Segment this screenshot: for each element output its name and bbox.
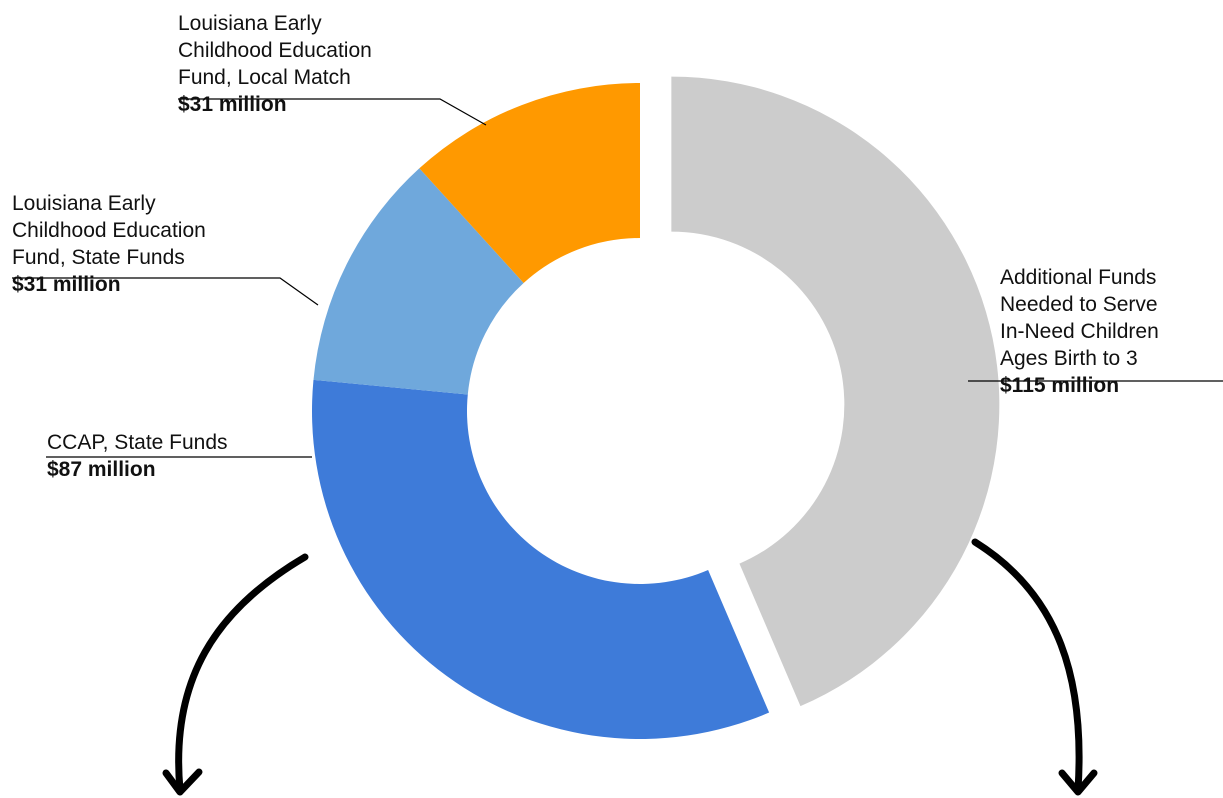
slice-additional-funds (671, 76, 1000, 707)
slice-lecef-local (419, 83, 640, 283)
left-arrow (175, 553, 309, 794)
label-lecef-state-value: $31 million (12, 273, 121, 296)
leader-line-lecef-local (178, 98, 487, 126)
label-lecef-state-name: Louisiana Early Childhood Education Fund… (12, 192, 206, 269)
left-arrow-head (162, 768, 203, 796)
right-arrow (971, 538, 1083, 794)
slice-ccap (311, 379, 770, 739)
leader-line-lecef-state (12, 277, 319, 306)
label-lecef-state: Louisiana Early Childhood Education Fund… (12, 190, 206, 298)
label-ccap-value: $87 million (47, 458, 156, 481)
label-additional-funds-name: Additional Funds Needed to Serve In-Need… (1000, 266, 1159, 370)
right-arrow-head (1058, 769, 1098, 796)
label-additional-funds-value: $115 million (1000, 374, 1120, 397)
label-lecef-local-value: $31 million (178, 93, 287, 116)
slice-lecef-state (313, 168, 524, 395)
label-lecef-local-name: Louisiana Early Childhood Education Fund… (178, 12, 372, 89)
label-ccap: CCAP, State Funds $87 million (47, 429, 228, 483)
label-ccap-name: CCAP, State Funds (47, 431, 228, 454)
label-additional-funds: Additional Funds Needed to Serve In-Need… (1000, 264, 1159, 399)
label-lecef-local: Louisiana Early Childhood Education Fund… (178, 10, 372, 118)
